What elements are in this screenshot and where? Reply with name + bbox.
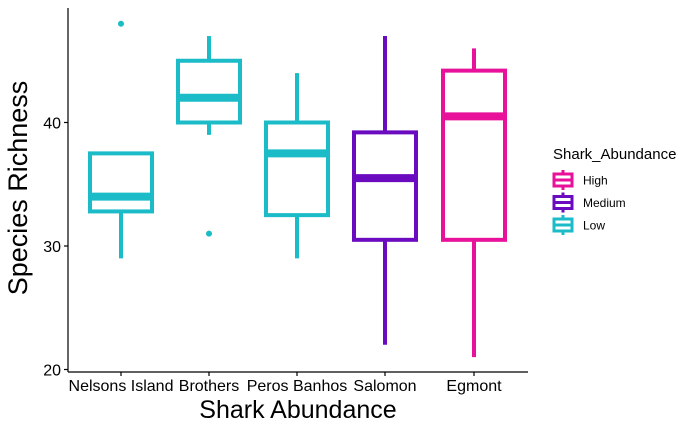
y-tick-label: 40 bbox=[43, 116, 61, 133]
legend-label: High bbox=[583, 174, 608, 188]
x-tick-label: Peros Banhos bbox=[247, 378, 348, 395]
legend-item-high: High bbox=[552, 170, 608, 190]
outlier-point bbox=[206, 230, 212, 237]
y-axis-ticks: 20 30 40 bbox=[43, 116, 68, 380]
legend-title: Shark_Abundance bbox=[553, 146, 676, 163]
box-salomon bbox=[352, 36, 418, 345]
x-axis-ticks: Nelsons Island Brothers Peros Banhos Salomo… bbox=[69, 372, 502, 395]
legend-label: Low bbox=[583, 219, 605, 233]
y-axis-title: Species Richness bbox=[3, 81, 33, 296]
x-axis-title: Shark Abundance bbox=[199, 396, 396, 424]
legend-label: Medium bbox=[583, 196, 626, 210]
y-tick-label: 20 bbox=[43, 363, 61, 380]
box-brothers bbox=[176, 36, 242, 237]
plot-area bbox=[88, 20, 507, 358]
y-tick-label: 30 bbox=[43, 239, 61, 256]
box-egmont bbox=[441, 48, 507, 358]
box-nelsons-island bbox=[88, 20, 154, 259]
iqr-box bbox=[441, 68, 507, 242]
outlier-point bbox=[118, 20, 124, 27]
legend-item-medium: Medium bbox=[552, 192, 626, 213]
x-tick-label: Brothers bbox=[179, 378, 239, 395]
iqr-box bbox=[88, 151, 154, 214]
x-tick-label: Nelsons Island bbox=[69, 378, 174, 395]
legend: Shark_Abundance High Medium Low bbox=[552, 146, 676, 235]
iqr-box bbox=[352, 130, 418, 242]
iqr-box bbox=[176, 58, 242, 125]
iqr-box bbox=[264, 120, 330, 218]
legend-item-low: Low bbox=[552, 215, 605, 235]
legend-entries: High Medium Low bbox=[552, 170, 626, 235]
box-peros-banhos bbox=[264, 73, 330, 259]
x-tick-label: Salomon bbox=[353, 378, 416, 395]
x-tick-label: Egmont bbox=[446, 378, 502, 395]
